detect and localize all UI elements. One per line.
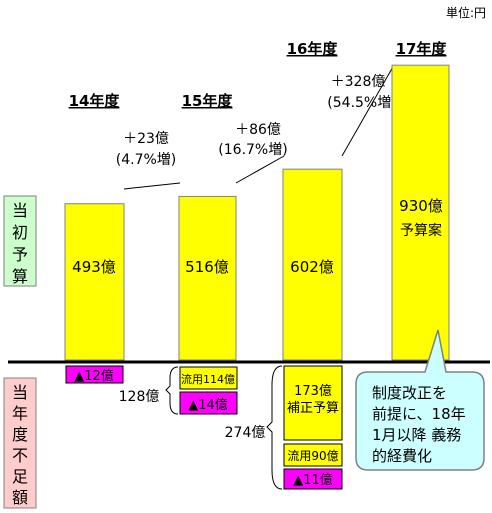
year-label-15: 15年度 (182, 92, 234, 110)
callout-bubble (355, 329, 485, 471)
year-label-17: 17年度 (396, 40, 448, 58)
bar-label-15: 516億 (185, 258, 229, 276)
bar-label-14: 493億 (72, 258, 116, 276)
deficit-label-15: ▲14億 (188, 397, 228, 413)
bar-label-17: 930億 (399, 197, 443, 215)
connector-16-17 (341, 64, 395, 157)
ryuyo-box-15 (179, 366, 238, 390)
connector-14-15 (123, 182, 181, 190)
deficit-label-16: ▲11億 (293, 472, 333, 488)
shortfall-row-label: 当年度不足額 (3, 377, 37, 509)
deficit-box-14 (65, 365, 124, 384)
budget-bar-14 (64, 203, 125, 361)
growth-amount-15: ＋23億 (123, 131, 169, 147)
total-label-15: 128億 (119, 389, 160, 405)
budget-row-label: 当初予算 (3, 195, 37, 287)
year-label-14: 14年度 (69, 92, 121, 110)
brace-16 (266, 365, 283, 490)
deficit-label-14: ▲12億 (74, 368, 114, 384)
brace-15 (165, 366, 179, 415)
callout-text: 制度改正を前提に、18年 1月以降 義務的経費化 (372, 384, 466, 465)
ryuyo-label-16: 流用90億 (287, 449, 338, 463)
growth-pct-16: (16.7%増) (218, 142, 287, 158)
growth-amount-16: ＋86億 (235, 122, 281, 138)
hosei-box-16 (283, 365, 343, 441)
svg-text:当初予算: 当初予算 (12, 201, 28, 286)
budget-bar-17 (391, 64, 450, 361)
year-label-16: 16年度 (287, 40, 339, 58)
budget-bar-16 (282, 168, 343, 361)
svg-text:当年度不足額: 当年度不足額 (12, 383, 28, 507)
budget-bar-15 (178, 195, 237, 361)
connector-15-16 (235, 155, 285, 184)
total-label-16: 274億 (225, 425, 266, 441)
bar-sublabel-17: 予算案 (400, 222, 442, 239)
ryuyo-label-15: 流用114億 (181, 372, 235, 386)
ryuyo-box-16 (283, 443, 343, 467)
growth-pct-17: (54.5%増) (327, 95, 396, 111)
deficit-box-15 (179, 391, 238, 415)
hosei-label-16: 173億補正予算 (287, 383, 339, 416)
growth-amount-17: ＋328億 (331, 74, 386, 90)
unit-label: 単位:円 (446, 5, 486, 20)
deficit-box-16 (283, 468, 343, 490)
growth-pct-15: (4.7%増) (116, 152, 177, 168)
bar-label-16: 602億 (290, 258, 334, 276)
